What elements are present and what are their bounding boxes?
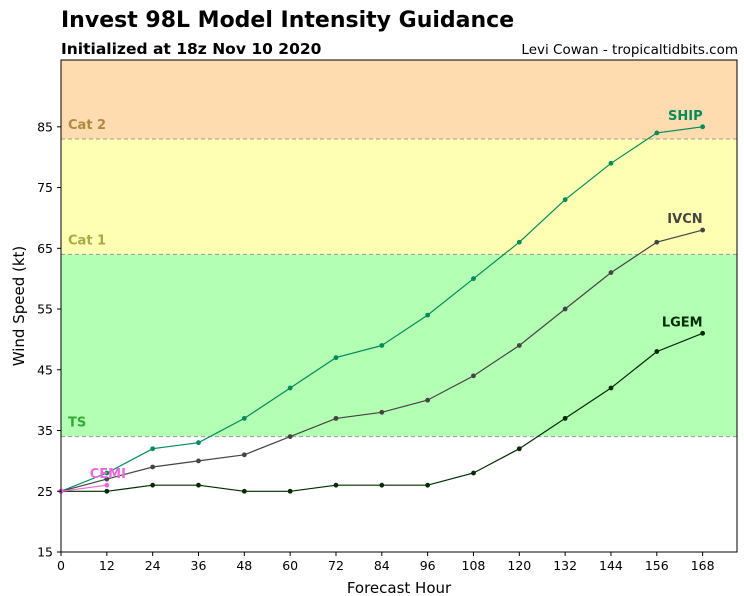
x-tick-label: 96 xyxy=(420,558,436,573)
y-tick-label: 15 xyxy=(37,545,53,560)
data-point-ivcn xyxy=(241,452,247,458)
x-tick-label: 60 xyxy=(282,558,298,573)
x-tick-label: 144 xyxy=(599,558,623,573)
data-point-ship xyxy=(241,415,247,421)
x-tick-label: 36 xyxy=(191,558,207,573)
x-tick-label: 156 xyxy=(645,558,669,573)
x-tick-label: 0 xyxy=(57,558,65,573)
y-tick-label: 55 xyxy=(37,302,53,317)
data-point-ivcn xyxy=(516,343,522,348)
series-label-lgem: LGEM xyxy=(662,315,703,330)
data-point-lgem xyxy=(516,446,522,452)
data-point-lgem xyxy=(104,488,110,494)
y-tick-label: 45 xyxy=(37,362,53,377)
x-axis-ticks: 0 12 24 36 48 60 72 84 96 108 120 132 144 156 168 xyxy=(57,552,715,573)
data-point-ivcn xyxy=(196,458,201,464)
x-tick-label: 132 xyxy=(553,558,577,573)
data-point-ivcn xyxy=(425,397,431,403)
data-point-lgem xyxy=(700,330,706,336)
data-point-ship xyxy=(287,385,293,391)
data-point-cemi xyxy=(104,482,110,488)
intensity-bands xyxy=(61,60,737,552)
y-tick-label: 35 xyxy=(37,423,53,438)
data-point-lgem xyxy=(333,482,339,488)
y-tick-label: 65 xyxy=(37,241,53,256)
series-label-ship: SHIP xyxy=(668,109,703,124)
data-point-ship xyxy=(104,470,110,476)
x-tick-label: 48 xyxy=(236,558,252,573)
data-point-lgem xyxy=(425,482,431,488)
series-label-ivcn: IVCN xyxy=(667,212,702,227)
x-tick-label: 84 xyxy=(374,558,390,573)
data-point-ship xyxy=(608,160,614,166)
x-tick-label: 120 xyxy=(507,558,531,573)
data-point-ivcn xyxy=(379,409,385,415)
data-point-ship xyxy=(150,446,156,452)
band-threshold-lines xyxy=(61,138,737,438)
data-point-ivcn xyxy=(700,227,706,233)
series-label-cemi: CEMI xyxy=(90,467,126,482)
data-point-lgem xyxy=(196,482,201,488)
data-point-lgem xyxy=(562,415,568,421)
data-point-lgem xyxy=(654,349,660,354)
data-point-ivcn xyxy=(104,476,110,482)
band-labels: TS Cat 1 Cat 2 xyxy=(68,118,106,431)
series-line-cemi xyxy=(60,484,107,492)
band-ts xyxy=(61,254,737,437)
data-point-lgem xyxy=(150,482,156,488)
x-tick-label: 108 xyxy=(462,558,486,573)
data-point-ivcn xyxy=(150,464,156,470)
data-point-ship xyxy=(333,355,339,361)
data-point-ship xyxy=(562,197,568,203)
data-point-lgem xyxy=(608,385,614,391)
band-cat-1 xyxy=(61,138,737,255)
y-tick-label: 85 xyxy=(37,119,53,134)
x-tick-label: 72 xyxy=(328,558,344,573)
data-point-ivcn xyxy=(654,239,660,245)
data-point-lgem xyxy=(471,470,476,476)
data-point-lgem xyxy=(241,488,247,494)
data-point-ivcn xyxy=(333,415,339,421)
band-cat-2 xyxy=(61,60,737,139)
y-tick-label: 25 xyxy=(37,484,53,499)
band-label-cat-1: Cat 1 xyxy=(68,233,106,248)
data-point-ship xyxy=(700,124,706,130)
data-point-ship xyxy=(425,312,431,318)
x-tick-label: 24 xyxy=(145,558,161,573)
x-axis-label: Forecast Hour xyxy=(347,579,452,596)
y-axis-ticks: 15 25 35 45 55 65 75 85 xyxy=(37,119,61,560)
data-point-ivcn xyxy=(287,434,293,439)
data-point-ivcn xyxy=(608,270,614,275)
data-point-ship xyxy=(196,440,201,446)
data-point-ship xyxy=(471,276,476,282)
chart-credit: Levi Cowan - tropicaltidbits.com xyxy=(521,42,738,58)
chart-title: Invest 98L Model Intensity Guidance xyxy=(61,8,515,33)
y-tick-label: 75 xyxy=(37,180,53,195)
data-point-ivcn xyxy=(562,306,568,312)
band-label-ts: TS xyxy=(68,416,86,431)
band-below-ts xyxy=(61,436,737,552)
data-point-lgem xyxy=(379,482,385,488)
data-point-ship xyxy=(654,130,660,136)
data-point-lgem xyxy=(287,488,293,494)
plot-frame xyxy=(60,59,738,553)
data-point-ivcn xyxy=(471,373,476,379)
data-point-ship xyxy=(516,239,522,245)
x-tick-label: 168 xyxy=(691,558,715,573)
series-layer xyxy=(58,124,706,494)
y-axis-label: Wind Speed (kt) xyxy=(10,246,28,367)
band-label-cat-2: Cat 2 xyxy=(68,118,106,133)
chart-subtitle: Initialized at 18z Nov 10 2020 xyxy=(61,40,322,58)
series-labels: SHIP IVCN LGEM CEMI xyxy=(90,109,703,482)
x-tick-label: 12 xyxy=(99,558,115,573)
data-point-ship xyxy=(379,343,385,348)
